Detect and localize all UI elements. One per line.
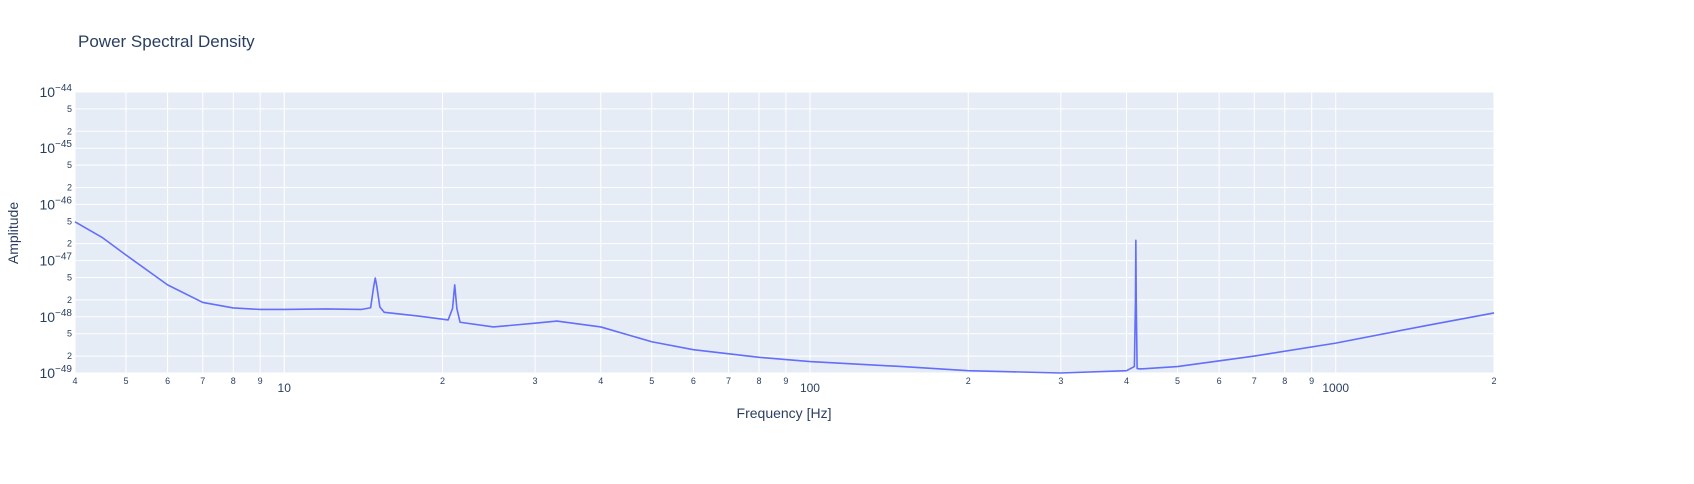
x-tick-label: 9 [783, 376, 788, 386]
x-tick-label: 4 [72, 376, 77, 386]
x-tick-label: 7 [200, 376, 205, 386]
x-tick-label: 7 [726, 376, 731, 386]
y-tick-label: 2 [67, 295, 72, 305]
y-tick-label: 2 [67, 239, 72, 249]
x-tick-label: 3 [1058, 376, 1063, 386]
x-tick-label: 6 [1217, 376, 1222, 386]
chart-title: Power Spectral Density [78, 32, 255, 51]
x-tick-label: 8 [1282, 376, 1287, 386]
y-tick-label: 5 [67, 104, 72, 114]
y-tick-label: 5 [67, 273, 72, 283]
x-tick-label: 2 [966, 376, 971, 386]
x-axis-title: Frequency [Hz] [737, 405, 832, 421]
x-tick-label: 6 [691, 376, 696, 386]
x-tick-label: 9 [1309, 376, 1314, 386]
x-tick-label: 5 [123, 376, 128, 386]
x-tick-label: 100 [800, 381, 820, 395]
x-tick-label: 5 [649, 376, 654, 386]
x-tick-label: 1000 [1322, 381, 1349, 395]
y-tick-label: 5 [67, 160, 72, 170]
y-tick-label: 5 [67, 329, 72, 339]
x-tick-label: 8 [231, 376, 236, 386]
x-tick-label: 9 [258, 376, 263, 386]
x-tick-label: 4 [1124, 376, 1129, 386]
x-tick-label: 2 [440, 376, 445, 386]
y-tick-label: 10−49 [39, 364, 72, 381]
y-tick-label: 5 [67, 216, 72, 226]
x-tick-label: 2 [1491, 376, 1496, 386]
y-tick-label: 10−46 [39, 195, 72, 212]
y-tick-label: 10−44 [39, 83, 72, 100]
y-tick-label: 10−48 [39, 308, 72, 325]
x-tick-label: 7 [1252, 376, 1257, 386]
y-tick-label: 2 [67, 126, 72, 136]
x-tick-label: 8 [757, 376, 762, 386]
y-axis-title: Amplitude [5, 202, 21, 264]
y-tick-label: 10−47 [39, 252, 72, 269]
y-tick-label: 2 [67, 351, 72, 361]
line [74, 221, 1495, 374]
x-tick-label: 10 [278, 381, 292, 395]
plot-area [75, 92, 1494, 373]
x-tick-label: 4 [598, 376, 603, 386]
y-tick-label: 10−45 [39, 139, 72, 156]
x-tick-label: 3 [533, 376, 538, 386]
y-tick-label: 2 [67, 182, 72, 192]
x-tick-label: 5 [1175, 376, 1180, 386]
x-tick-label: 6 [165, 376, 170, 386]
